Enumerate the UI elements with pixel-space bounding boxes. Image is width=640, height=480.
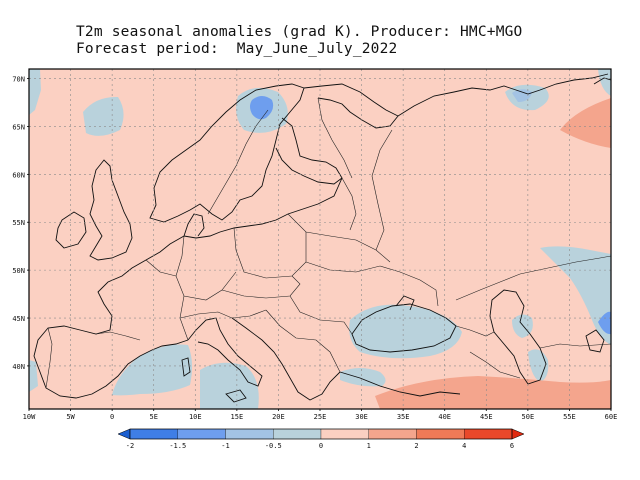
coastline-kola	[303, 83, 399, 129]
lon-tick-label: 25E	[314, 413, 327, 421]
colorbar-segment	[320, 428, 369, 440]
colorbar-labels: -2 -1.5 -1 -0.5 0 1 2 4 6	[126, 442, 514, 450]
anomaly-region-kola-east-core	[512, 89, 532, 102]
coastline-balkans	[231, 317, 341, 401]
colorbar	[117, 428, 525, 440]
coastline-baltic	[183, 177, 343, 239]
anomaly-region-anatolia	[340, 368, 386, 387]
lon-tick-label: 0	[110, 413, 114, 421]
anomaly-region-kazakhstan	[540, 246, 611, 345]
border-finland-russia	[317, 97, 353, 179]
lat-tick-label: 65N	[12, 123, 25, 131]
graticule	[29, 69, 611, 409]
lon-tick-label: 5E	[149, 413, 157, 421]
lon-tick-label: 55E	[563, 413, 576, 421]
lon-tick-label: 10W	[23, 413, 36, 421]
anomaly-region-black-sea	[349, 304, 462, 359]
anomaly-region-scandinavia	[83, 96, 124, 136]
coastline-caspian	[489, 289, 547, 385]
colorbar-segment	[416, 428, 465, 440]
anomaly-region-mediterranean-central	[200, 362, 259, 409]
coastline-scandinavia	[149, 83, 305, 223]
lon-tick-label: 50E	[522, 413, 535, 421]
border-central-europe	[221, 275, 301, 299]
colorbar-arrow-right	[511, 428, 525, 440]
lat-tick-label: 45N	[12, 315, 25, 323]
lon-tick-label: 10E	[189, 413, 202, 421]
colorbar-label: -1.5	[169, 442, 186, 450]
forecast-period: Forecast period: May_June_July_2022	[76, 41, 398, 57]
border-pyrenees	[95, 331, 141, 341]
map-title: T2m seasonal anomalies (grad K). Produce…	[76, 24, 523, 40]
coastline-aral	[585, 329, 605, 353]
border-caucasus	[455, 325, 495, 337]
border-iran	[469, 351, 521, 379]
anomaly-region-lapland-core	[250, 96, 274, 120]
colorbar-label: -2	[126, 442, 134, 450]
border-spain-portugal	[45, 327, 53, 389]
lon-tick-label: 15E	[231, 413, 244, 421]
coastline-crimea	[395, 295, 415, 311]
colorbar-label: -1	[221, 442, 229, 450]
colorbar-label: 4	[462, 442, 466, 450]
coastline-turkey	[339, 371, 461, 397]
colorbar-segment	[273, 428, 322, 440]
lon-tick-label: 5W	[66, 413, 75, 421]
coastline-gulf-bothnia	[275, 117, 343, 185]
colorbar-segment	[368, 428, 417, 440]
coastline-arctic	[397, 73, 609, 117]
border-balkans-inner	[265, 309, 341, 373]
coastline-ireland	[55, 211, 87, 249]
border-russia-inner	[371, 129, 393, 251]
lon-tick-label: 20E	[272, 413, 285, 421]
colorbar-outline	[129, 428, 513, 440]
lon-tick-label: 40E	[438, 413, 451, 421]
country-borders	[45, 97, 611, 389]
lon-tick-label: 35E	[397, 413, 410, 421]
border-baltic-russia	[341, 177, 357, 231]
lat-tick-label: 70N	[12, 76, 25, 84]
colorbar-label: 2	[414, 442, 418, 450]
anomaly-fields	[29, 69, 611, 409]
coastline-sardinia	[181, 357, 191, 377]
lat-tick-label: 50N	[12, 267, 25, 275]
coastline-novaya-zemlya	[593, 77, 611, 85]
anomaly-region-west-norway	[29, 69, 41, 115]
anomaly-region-mediterranean-west	[112, 344, 193, 396]
coastline-western-europe	[33, 235, 189, 399]
anomaly-region-middle-east	[375, 376, 611, 409]
coastline-denmark	[183, 213, 205, 237]
colorbar-label: 6	[510, 442, 514, 450]
lat-tick-label: 55N	[12, 219, 25, 227]
colorbar-label: 0	[319, 442, 323, 450]
anomaly-region-iberia-west	[29, 360, 38, 392]
lon-tick-label: 45E	[480, 413, 493, 421]
colorbar-label: -0.5	[265, 442, 282, 450]
colorbar-label: 1	[367, 442, 371, 450]
lon-tick-label: 60E	[605, 413, 618, 421]
border-kazakhstan-south	[539, 343, 611, 349]
lat-tick-label: 60N	[12, 171, 25, 179]
lon-tick-label: 30E	[355, 413, 368, 421]
colorbar-arrow-left	[117, 428, 131, 440]
coastline-sicily	[225, 389, 247, 403]
latitude-labels: 70N 65N 60N 55N 50N 45N 40N	[12, 76, 29, 371]
anomaly-region-urals-north	[560, 98, 611, 148]
border-belarus	[287, 213, 391, 263]
anomaly-region-kazakhstan-core	[598, 311, 611, 335]
coastline-italy	[187, 317, 263, 387]
lat-tick-label: 40N	[12, 363, 25, 371]
longitude-labels: 10W 5W 0 5E 10E 15E 20E 25E 30E 35E 40E 45E 50E 55E 60…	[23, 409, 618, 421]
colorbar-segment	[225, 428, 274, 440]
border-norway-sweden	[207, 109, 269, 215]
border-russia-kazakhstan	[455, 255, 611, 301]
colorbar-segment	[177, 428, 226, 440]
colorbar-segment	[464, 428, 513, 440]
colorbar-segment	[129, 428, 178, 440]
